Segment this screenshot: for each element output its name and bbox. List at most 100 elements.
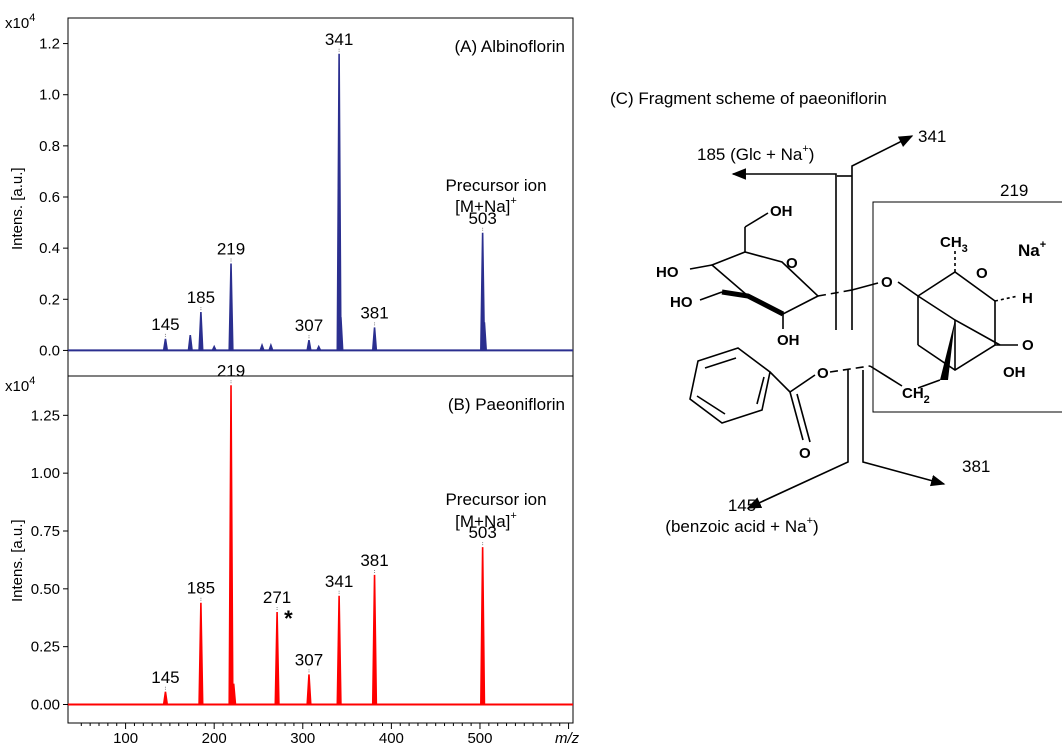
panel-b-peak-labels: 145 185 219 271 307 341 381 503 <box>151 361 497 690</box>
svg-text:[M+Na]+: [M+Na]+ <box>455 195 517 216</box>
frag-145-sublabel: (benzoic acid + Na+) <box>665 515 818 536</box>
y-tick-label: 0.25 <box>31 639 60 656</box>
peak-mark <box>480 232 486 351</box>
atom-h: H <box>1022 290 1033 307</box>
x-tick-label: 500 <box>467 730 492 747</box>
peak-label: 185 <box>187 579 215 598</box>
peak-label: 145 <box>151 668 179 687</box>
peak-label: 503 <box>468 209 496 228</box>
panel-a-precursor-label: Precursor ion [M+Na]+ <box>445 176 546 216</box>
atom-ho-left: HO <box>656 264 679 281</box>
frag-381-label: 381 <box>962 457 990 476</box>
peak-label: 307 <box>295 316 323 335</box>
atom-ch3: CH3 <box>940 234 968 255</box>
atom-o-right: O <box>976 265 988 282</box>
peak-mark <box>338 317 344 351</box>
peak-mark <box>162 691 169 705</box>
y-tick-label: 1.00 <box>31 465 60 482</box>
arrow-341 <box>851 135 914 330</box>
peak-label: 145 <box>151 315 179 334</box>
peak-label: 219 <box>217 361 245 380</box>
y-tick-label: 1.2 <box>39 36 60 53</box>
x-tick-label: 100 <box>113 730 138 747</box>
peak-mark <box>198 602 204 705</box>
aglycone-cage <box>897 250 1019 389</box>
y-tick-label: 1.0 <box>39 87 60 104</box>
panel-a-y-ticks: 0.0 0.2 0.4 0.6 0.8 1.0 1.2 <box>39 36 68 359</box>
panel-b-asterisk: * <box>284 606 293 631</box>
y-tick-label: 0.6 <box>39 189 60 206</box>
peak-mark <box>336 53 342 351</box>
frag-219-label: 219 <box>1000 181 1028 200</box>
peak-label: 381 <box>360 551 388 570</box>
peak-mark <box>162 338 169 351</box>
x-tick-label: 400 <box>379 730 404 747</box>
atom-oh-right: OH <box>1003 364 1026 381</box>
panel-a-title: (A) Albinoflorin <box>454 37 565 56</box>
atom-o-epox: O <box>1022 337 1034 354</box>
peak-mark <box>371 574 378 705</box>
peak-mark <box>481 322 488 351</box>
panel-b-y-ticks: 0.00 0.25 0.50 0.75 1.00 1.25 <box>31 407 68 713</box>
peak-mark <box>268 342 274 351</box>
y-tick-label: 1.25 <box>31 407 60 424</box>
x-tick-label: 200 <box>202 730 227 747</box>
arrow-381 <box>862 370 946 487</box>
panel-b-frame <box>67 375 574 724</box>
peak-mark <box>211 344 217 351</box>
y-tick-label: 0.0 <box>39 342 60 359</box>
peak-mark <box>306 674 312 705</box>
panel-b-multiplier: x104 <box>5 375 35 395</box>
peak-label: 271 <box>263 588 291 607</box>
panel-b-x-ticks: 100 200 300 400 500 <box>80 723 570 747</box>
fragment-scheme: (C) Fragment scheme of paeoniflorin 185 … <box>610 89 1062 536</box>
na-label: Na+ <box>1018 239 1046 260</box>
atom-ho-low: HO <box>670 294 693 311</box>
peak-mark <box>187 334 193 351</box>
peak-label: 185 <box>187 288 215 307</box>
y-tick-label: 0.2 <box>39 291 60 308</box>
x-tick-label: 300 <box>290 730 315 747</box>
glucose-ring <box>689 212 879 329</box>
panel-a-ylabel: Intens. [a.u.] <box>9 167 26 250</box>
svg-text:Precursor ion: Precursor ion <box>445 490 546 509</box>
atom-ch2: CH2 <box>902 385 930 406</box>
peak-label: 341 <box>325 572 353 591</box>
peak-mark <box>274 611 280 705</box>
panel-b-trace <box>68 385 573 706</box>
peak-mark <box>316 344 322 351</box>
panel-b-title: (B) Paeoniflorin <box>448 395 565 414</box>
peak-mark <box>259 342 265 351</box>
arrow-185 <box>731 168 837 330</box>
frag-219-box <box>872 201 1062 413</box>
panel-a-multiplier: x104 <box>5 12 35 32</box>
arrow-145 <box>746 370 849 509</box>
peak-mark <box>228 385 234 705</box>
peak-mark <box>198 312 204 351</box>
y-tick-label: 0.8 <box>39 138 60 155</box>
y-tick-label: 0.4 <box>39 240 60 257</box>
atom-o-carbonyl: O <box>799 445 811 462</box>
panel-b-precursor-label: Precursor ion [M+Na]+ <box>445 490 546 531</box>
panel-b-ylabel: Intens. [a.u.] <box>9 519 26 602</box>
peak-mark <box>336 595 342 705</box>
panel-b-xlabel: m/z <box>555 730 580 747</box>
peak-label: 219 <box>217 239 245 258</box>
scheme-title: (C) Fragment scheme of paeoniflorin <box>610 89 887 108</box>
peak-label: 341 <box>325 30 353 49</box>
panel-b: x104 Intens. [a.u.] (B) Paeoniflorin 0.0… <box>5 361 580 747</box>
atom-o-link: O <box>881 274 893 291</box>
benzoate-group <box>689 347 903 443</box>
svg-text:[M+Na]+: [M+Na]+ <box>455 510 517 531</box>
peak-mark <box>306 340 312 351</box>
peak-mark <box>371 327 378 351</box>
peak-label: 307 <box>295 650 323 669</box>
y-tick-label: 0.50 <box>31 581 60 598</box>
svg-text:Precursor ion: Precursor ion <box>445 176 546 195</box>
peak-label: 381 <box>360 303 388 322</box>
peak-label: 503 <box>468 523 496 542</box>
atom-o-ester: O <box>817 365 829 382</box>
peak-mark <box>231 683 237 705</box>
atom-o-ring: O <box>786 255 798 272</box>
